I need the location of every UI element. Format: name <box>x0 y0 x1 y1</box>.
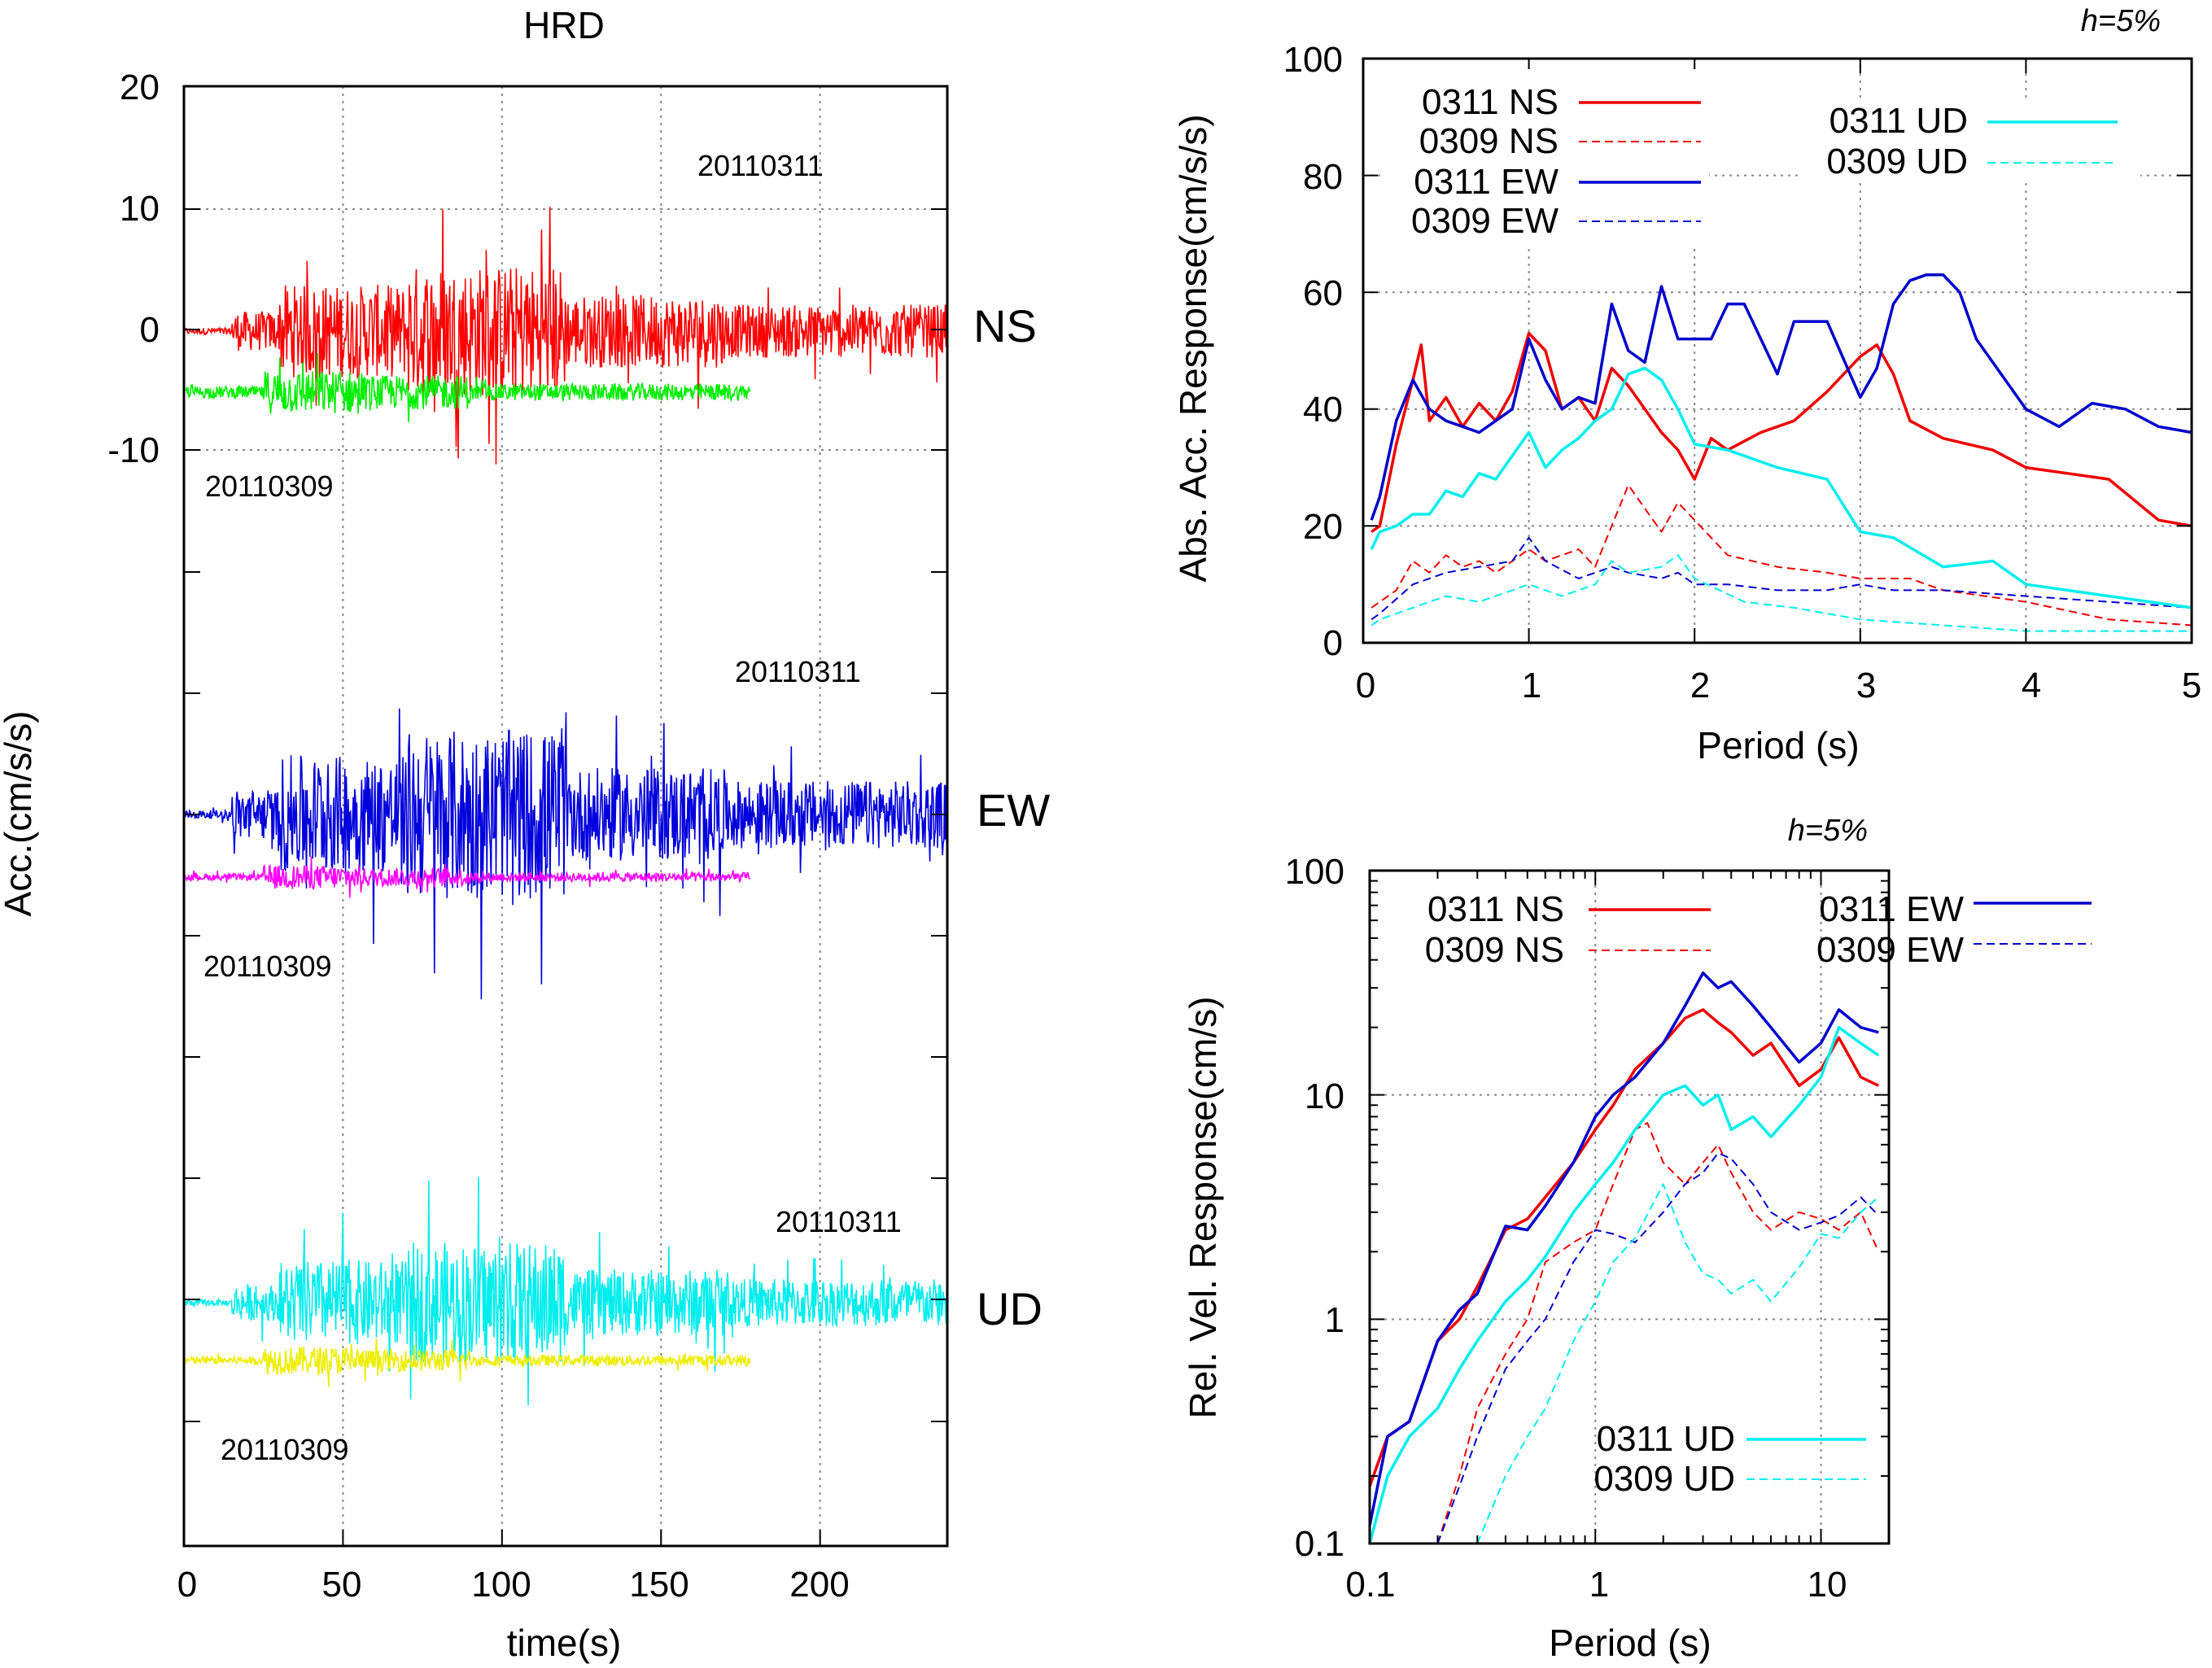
waveform-x-tick-200: 200 <box>789 1565 849 1605</box>
waveform-x-label: time(s) <box>507 1622 622 1664</box>
acc-x-tick-4: 4 <box>2022 666 2041 705</box>
acc-x-tick-labels: 0 1 2 3 4 5 <box>1356 666 2201 705</box>
ns-20110311-trace <box>183 207 947 465</box>
ew-20110309-trace <box>183 856 750 898</box>
acc-y-label: Abs. Acc. Response(cm/s/s) <box>1172 114 1214 582</box>
waveform-y-label: Acc.(cm/s/s) <box>0 711 39 917</box>
ud-20110311-trace <box>183 1177 947 1406</box>
ew-main-event-label: 20110311 <box>735 655 861 688</box>
acc-legend: 0311 NS 0309 NS 0311 EW 0309 EW 0311 UD … <box>1384 69 2140 248</box>
waveform-x-tick-50: 50 <box>322 1565 362 1605</box>
acc-legend-lines <box>1579 101 2118 222</box>
vel-x-tick-0.1: 0.1 <box>1345 1565 1395 1605</box>
acc-legend-0311-ns: 0311 NS <box>1422 82 1558 122</box>
acc-y-tick-40: 40 <box>1303 390 1343 430</box>
vel-series-0309-ns <box>1436 1122 1880 1544</box>
vel-y-tick-10: 10 <box>1305 1076 1344 1116</box>
acc-legend-bg <box>1384 69 1709 248</box>
vel-legend-0309-ud: 0309 UD <box>1593 1459 1735 1499</box>
vel-series <box>1368 971 1880 1544</box>
waveform-y-tick-10: 10 <box>120 189 160 229</box>
acc-series-0311-ns <box>1370 331 2192 534</box>
vel-legend-0311-ns: 0311 NS <box>1427 889 1564 929</box>
acc-x-tick-5: 5 <box>2182 666 2201 705</box>
acc-series <box>1370 273 2192 632</box>
waveform-y-tick-minus10: -10 <box>107 430 160 470</box>
acc-y-tick-20: 20 <box>1303 507 1343 547</box>
waveform-y-tick-0: 0 <box>140 310 160 350</box>
ud-main-event-label: 20110311 <box>776 1205 902 1238</box>
ns-20110309-trace <box>183 353 751 422</box>
acc-legend-0309-ns: 0309 NS <box>1419 121 1558 161</box>
acc-series-0309-ew <box>1370 536 2192 621</box>
vel-y-label: Rel. Vel. Response(cm/s) <box>1182 997 1224 1419</box>
acc-x-tick-0: 0 <box>1356 666 1375 705</box>
vel-legend-lines <box>1589 902 2092 1480</box>
vel-x-tick-10: 10 <box>1808 1565 1847 1605</box>
waveform-y-tick-20: 20 <box>120 68 160 107</box>
vel-ticks <box>1369 870 1890 1544</box>
acc-frame <box>1362 57 2193 644</box>
component-label-ns: NS <box>973 300 1037 352</box>
vel-legend: 0311 NS 0309 NS 0311 EW 0309 EW 0311 UD … <box>1425 889 2092 1499</box>
waveform-frame <box>182 85 949 1548</box>
acc-damping-label: h=5% <box>2081 4 2161 38</box>
acc-x-tick-3: 3 <box>1856 666 1876 705</box>
acc-x-tick-2: 2 <box>1690 666 1710 705</box>
vel-series-0309-ud <box>1476 1183 1879 1544</box>
waveform-panel: HRD 20 10 0 -10 0 50 100 150 200 time(s)… <box>0 4 1050 1664</box>
acc-y-tick-80: 80 <box>1303 157 1343 197</box>
acc-legend-0311-ew: 0311 EW <box>1414 162 1558 202</box>
acc-series-0309-ns <box>1370 484 2192 627</box>
acc-y-tick-0: 0 <box>1323 623 1343 663</box>
ew-fore-event-label: 20110309 <box>203 950 332 983</box>
vel-legend-0311-ud: 0311 UD <box>1597 1419 1735 1459</box>
ew-20110311-trace <box>183 708 947 1000</box>
vel-x-label: Period (s) <box>1549 1622 1711 1664</box>
ns-main-event-label: 20110311 <box>697 149 824 182</box>
waveform-x-tick-0: 0 <box>177 1565 197 1605</box>
acc-x-tick-1: 1 <box>1522 666 1541 705</box>
vel-series-0311-ns <box>1368 1008 1880 1487</box>
acc-legend-0311-ud: 0311 UD <box>1829 101 1968 141</box>
vel-frame <box>1368 869 1891 1545</box>
acc-ticks <box>1362 58 2192 644</box>
component-label-ud: UD <box>977 1283 1043 1334</box>
vel-series-0311-ew <box>1368 971 1879 1526</box>
waveform-x-tick-100: 100 <box>471 1565 531 1605</box>
ud-20110309-trace <box>183 1338 751 1387</box>
vel-x-tick-1: 1 <box>1589 1565 1609 1605</box>
acc-series-0311-ud <box>1370 366 2192 609</box>
vel-y-tick-100: 100 <box>1285 852 1344 892</box>
vel-series-0309-ew <box>1436 1152 1880 1544</box>
vel-y-tick-0.1: 0.1 <box>1295 1524 1344 1564</box>
ns-fore-event-label: 20110309 <box>205 469 334 503</box>
waveform-traces <box>183 207 947 1406</box>
vel-legend-0309-ns: 0309 NS <box>1425 930 1564 970</box>
acc-legend-bg-ud <box>1799 98 2140 179</box>
vel-damping-label: h=5% <box>1788 814 1868 848</box>
acc-y-tick-100: 100 <box>1283 40 1343 80</box>
acc-x-label: Period (s) <box>1697 724 1859 766</box>
acc-legend-0309-ew: 0309 EW <box>1411 201 1558 241</box>
vel-series-0311-ud <box>1368 1025 1880 1544</box>
vel-legend-0311-ew: 0311 EW <box>1819 889 1964 929</box>
acc-spectrum-panel: h=5% 100 80 60 40 20 0 0 1 2 3 4 5 Perio… <box>1172 4 2201 766</box>
waveform-axis-ticks <box>183 85 947 1546</box>
vel-spectrum-panel: h=5% 100 10 1 0.1 0.1 1 10 Period (s) Re… <box>1182 814 2092 1664</box>
waveform-title: HRD <box>523 4 605 46</box>
acc-series-0311-ew <box>1370 273 2192 521</box>
waveform-x-tick-150: 150 <box>629 1565 689 1605</box>
acc-y-tick-labels: 100 80 60 40 20 0 <box>1283 40 1343 663</box>
ud-fore-event-label: 20110309 <box>221 1433 349 1466</box>
acc-series-0309-ud <box>1370 554 2192 632</box>
vel-legend-0309-ew: 0309 EW <box>1816 930 1964 970</box>
acc-y-tick-60: 60 <box>1303 273 1343 313</box>
vel-y-tick-1: 1 <box>1325 1300 1344 1340</box>
component-label-ew: EW <box>977 784 1050 836</box>
vel-grid <box>1370 871 1889 1544</box>
acc-legend-0309-ud: 0309 UD <box>1826 142 1968 181</box>
